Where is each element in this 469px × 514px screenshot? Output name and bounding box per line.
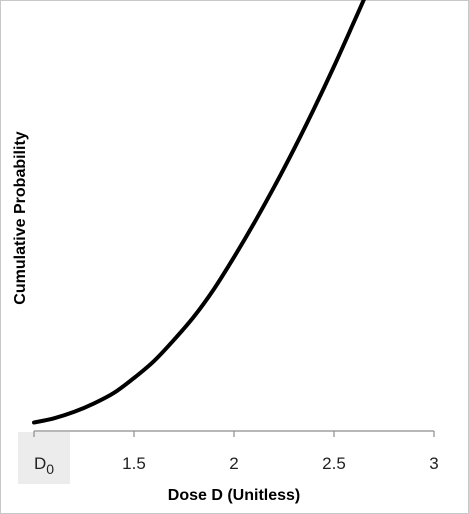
x-tick-label: 3 (429, 454, 438, 473)
x-tick-label-subscript: 0 (46, 461, 54, 477)
cumulative-probability-curve (32, 0, 366, 425)
d0-highlight-box (18, 432, 70, 484)
y-axis-title: Cumulative Probability (12, 131, 29, 304)
x-tick-label: 2.5 (322, 454, 346, 473)
x-tick-labels: D0 1.5 2 2.5 3 (34, 454, 439, 477)
x-axis (33, 430, 435, 437)
x-tick-label: 2 (229, 454, 238, 473)
series-layer (32, 0, 366, 425)
x-axis-title: Dose D (Unitless) (168, 487, 300, 504)
x-tick-label: 1.5 (122, 454, 146, 473)
